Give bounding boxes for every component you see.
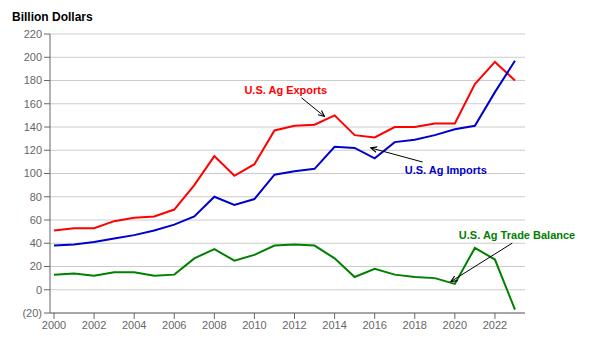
svg-text:2014: 2014 <box>322 319 346 331</box>
svg-text:2000: 2000 <box>42 319 66 331</box>
svg-text:80: 80 <box>30 191 42 203</box>
svg-text:2018: 2018 <box>403 319 427 331</box>
svg-text:2004: 2004 <box>122 319 146 331</box>
svg-text:2022: 2022 <box>483 319 507 331</box>
svg-text:2012: 2012 <box>282 319 306 331</box>
svg-text:60: 60 <box>30 214 42 226</box>
svg-text:U.S. Ag Exports: U.S. Ag Exports <box>244 84 327 96</box>
svg-text:2006: 2006 <box>162 319 186 331</box>
svg-text:U.S. Ag Imports: U.S. Ag Imports <box>405 164 487 176</box>
svg-text:140: 140 <box>24 121 42 133</box>
svg-text:2016: 2016 <box>362 319 386 331</box>
svg-text:40: 40 <box>30 237 42 249</box>
svg-text:2008: 2008 <box>202 319 226 331</box>
svg-text:20: 20 <box>30 260 42 272</box>
svg-text:220: 220 <box>24 28 42 40</box>
svg-text:200: 200 <box>24 51 42 63</box>
svg-text:0: 0 <box>36 284 42 296</box>
svg-text:(20): (20) <box>22 307 42 319</box>
svg-text:2002: 2002 <box>82 319 106 331</box>
svg-text:160: 160 <box>24 98 42 110</box>
html-text:Billion Dollars: Billion Dollars <box>12 10 93 24</box>
svg-text:U.S. Ag Trade Balance: U.S. Ag Trade Balance <box>459 229 575 241</box>
svg-text:120: 120 <box>24 144 42 156</box>
svg-text:180: 180 <box>24 74 42 86</box>
svg-text:2020: 2020 <box>443 319 467 331</box>
svg-text:100: 100 <box>24 167 42 179</box>
svg-text:2010: 2010 <box>242 319 266 331</box>
